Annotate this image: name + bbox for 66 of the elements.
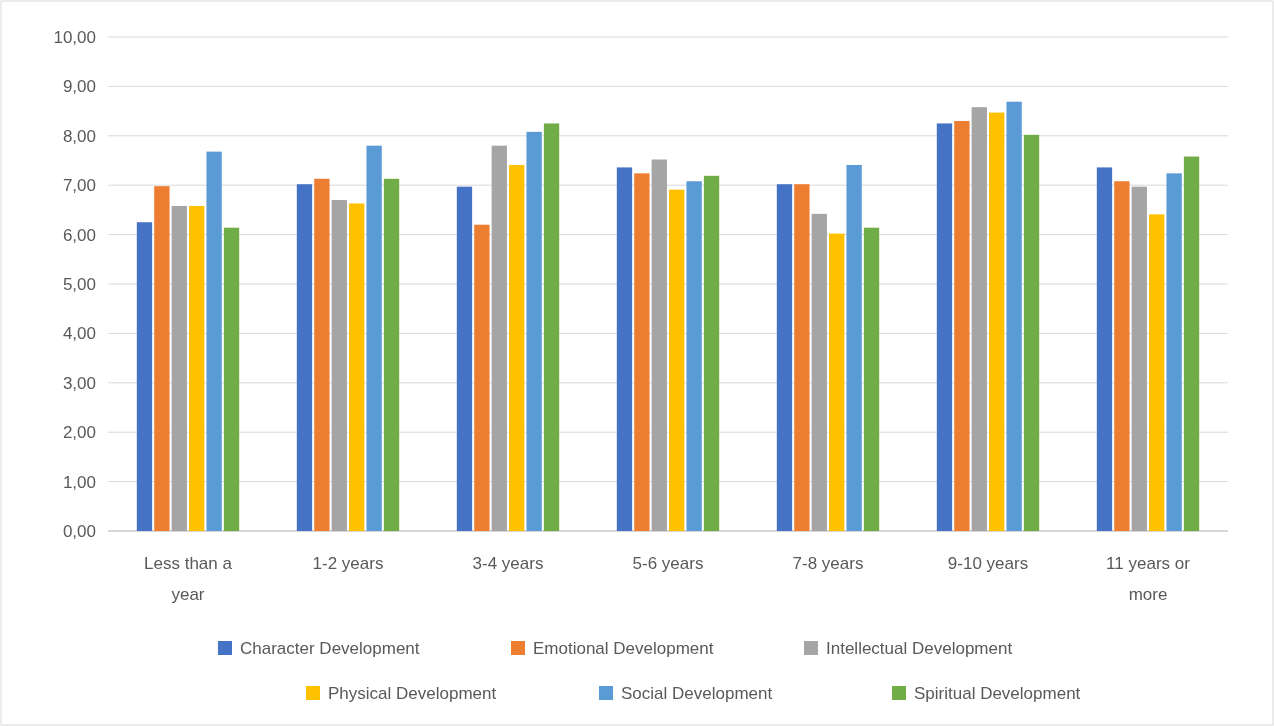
bar	[1149, 214, 1165, 531]
bar	[314, 178, 330, 531]
bar	[154, 186, 170, 531]
bar	[811, 213, 827, 531]
x-tick-label: 3-4 years	[472, 554, 544, 573]
bar	[509, 164, 525, 531]
bar	[456, 186, 473, 531]
bar	[616, 167, 633, 531]
bar	[776, 184, 793, 531]
bar	[989, 112, 1005, 531]
y-tick-label: 2,00	[62, 423, 96, 443]
legend-label: Intellectual Development	[826, 638, 1013, 658]
y-tick-label: 0,00	[62, 521, 96, 541]
bar	[1183, 156, 1200, 531]
bar	[634, 173, 650, 531]
y-tick-label: 4,00	[62, 324, 96, 344]
x-tick-label: 11 years or more	[1106, 554, 1191, 604]
bar	[703, 175, 720, 531]
legend-label: Emotional Development	[533, 638, 714, 658]
bar	[1023, 134, 1040, 531]
bar	[331, 200, 347, 531]
bar	[1006, 101, 1022, 531]
bar	[1166, 173, 1182, 531]
x-tick-label: 7-8 years	[792, 554, 864, 573]
y-tick-label: 10,00	[53, 27, 96, 47]
y-tick-label: 9,00	[62, 77, 96, 97]
x-tick-label: 1-2 years	[312, 554, 384, 573]
bar	[971, 107, 987, 531]
bar	[543, 123, 560, 531]
bar	[526, 131, 542, 531]
bar	[829, 233, 845, 531]
bar	[1131, 186, 1147, 531]
bar	[383, 178, 400, 531]
y-tick-label: 8,00	[62, 126, 96, 146]
bar	[206, 151, 222, 531]
x-tick-label: Less than a year	[144, 554, 233, 604]
bar	[651, 159, 667, 531]
y-tick-label: 7,00	[62, 176, 96, 196]
bar	[366, 145, 382, 531]
bar	[954, 120, 970, 531]
bar	[171, 205, 187, 531]
bar	[846, 164, 862, 531]
y-tick-label: 1,00	[62, 472, 96, 492]
legend-label: Spiritual Development	[914, 683, 1081, 703]
legend-label: Social Development	[621, 683, 773, 703]
bar	[491, 145, 507, 531]
bar	[296, 184, 313, 531]
bar	[686, 181, 702, 531]
x-tick-label: 9-10 years	[947, 554, 1029, 573]
bar	[189, 205, 205, 531]
bar	[1096, 167, 1113, 531]
y-tick-label: 5,00	[62, 274, 96, 294]
bar	[669, 189, 685, 531]
x-tick-label: 5-6 years	[632, 554, 704, 573]
bar	[223, 227, 240, 531]
bar	[349, 203, 365, 531]
bar	[136, 222, 153, 531]
bar	[794, 184, 810, 531]
bar	[936, 123, 953, 531]
legend-label: Character Development	[240, 638, 420, 658]
legend-label: Physical Development	[328, 683, 497, 703]
y-tick-label: 6,00	[62, 225, 96, 245]
bar	[474, 224, 490, 531]
y-tick-label: 3,00	[62, 373, 96, 393]
bar	[863, 227, 880, 531]
bar	[1114, 181, 1130, 531]
